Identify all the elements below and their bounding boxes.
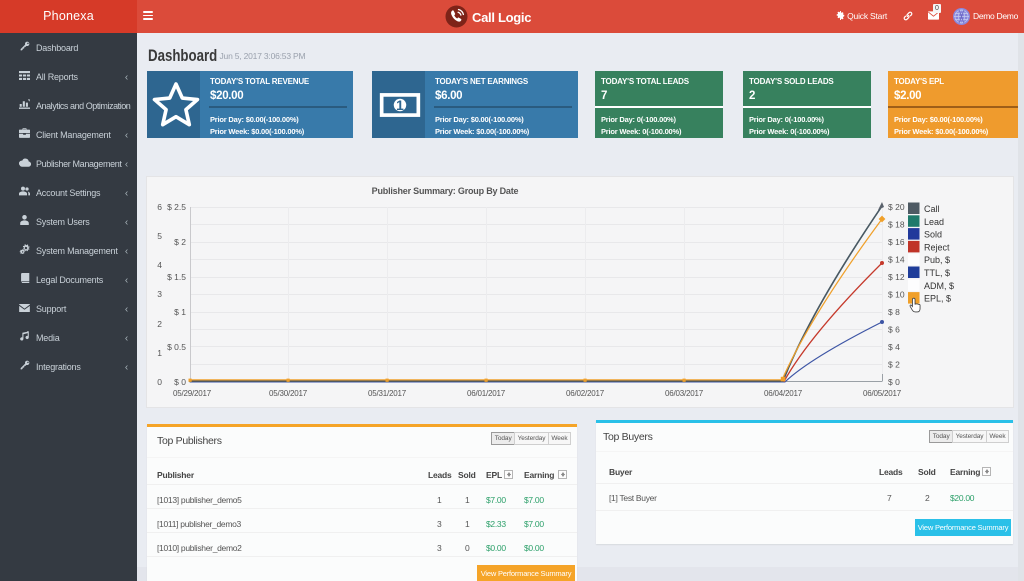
svg-text:Pub, $: Pub, $: [924, 255, 950, 265]
svg-text:$ 0: $ 0: [174, 377, 186, 387]
svg-text:06/01/2017: 06/01/2017: [467, 389, 506, 398]
svg-text:Lead: Lead: [924, 217, 944, 227]
svg-text:Call: Call: [924, 204, 940, 214]
svg-text:05/30/2017: 05/30/2017: [269, 389, 308, 398]
svg-text:$ 8: $ 8: [888, 307, 900, 317]
svg-text:1: 1: [396, 98, 404, 113]
svg-text:$ 14: $ 14: [888, 255, 905, 265]
svg-text:$ 1.5: $ 1.5: [167, 272, 186, 282]
svg-text:06/02/2017: 06/02/2017: [566, 389, 605, 398]
svg-text:$ 1: $ 1: [174, 307, 186, 317]
svg-text:Sold: Sold: [924, 230, 942, 240]
svg-text:$ 12: $ 12: [888, 272, 905, 282]
svg-text:0: 0: [157, 377, 162, 387]
svg-text:$ 2: $ 2: [888, 360, 900, 370]
svg-text:$ 2.5: $ 2.5: [167, 202, 186, 212]
svg-text:1: 1: [157, 348, 162, 358]
svg-text:2: 2: [157, 319, 162, 329]
svg-text:6: 6: [157, 202, 162, 212]
svg-text:$ 0: $ 0: [888, 377, 900, 387]
svg-text:$ 2: $ 2: [174, 237, 186, 247]
svg-text:$ 20: $ 20: [888, 202, 905, 212]
svg-text:05/29/2017: 05/29/2017: [173, 389, 212, 398]
svg-text:3: 3: [157, 289, 162, 299]
svg-text:$ 4: $ 4: [888, 342, 900, 352]
svg-text:06/03/2017: 06/03/2017: [665, 389, 704, 398]
svg-text:Publisher Summary: Group By Da: Publisher Summary: Group By Date: [372, 186, 519, 196]
svg-text:06/04/2017: 06/04/2017: [764, 389, 803, 398]
svg-text:Reject: Reject: [924, 242, 950, 252]
svg-text:$ 6: $ 6: [888, 325, 900, 335]
svg-text:$ 16: $ 16: [888, 237, 905, 247]
svg-text:$ 18: $ 18: [888, 220, 905, 230]
svg-text:$ 10: $ 10: [888, 290, 905, 300]
svg-text:EPL, $: EPL, $: [924, 294, 951, 304]
svg-text:06/05/2017: 06/05/2017: [863, 389, 902, 398]
svg-text:TTL, $: TTL, $: [924, 268, 950, 278]
svg-text:$ 0.5: $ 0.5: [167, 342, 186, 352]
svg-text:5: 5: [157, 231, 162, 241]
svg-text:05/31/2017: 05/31/2017: [368, 389, 407, 398]
svg-text:4: 4: [157, 260, 162, 270]
svg-text:ADM, $: ADM, $: [924, 281, 954, 291]
